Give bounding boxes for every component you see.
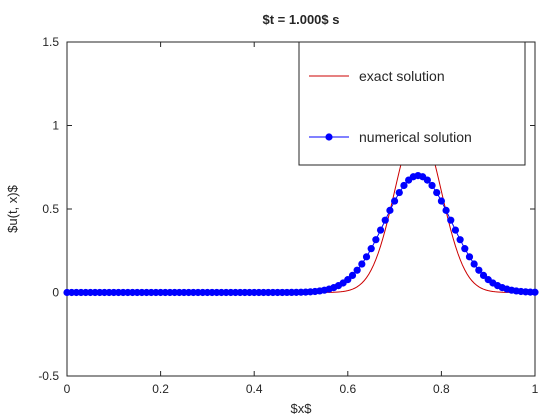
data-point	[386, 206, 394, 214]
y-tick-label: 1	[52, 119, 59, 133]
legend-box	[298, 41, 526, 166]
data-point	[362, 253, 371, 261]
axis-ticks: 0 0.2 0.4 0.6 0.8 1 -0.5 0 0.5 1 1.5	[38, 35, 538, 396]
legend-marker-numerical	[325, 133, 333, 141]
y-tick-label: 1.5	[42, 35, 59, 49]
data-point	[442, 206, 450, 214]
x-tick-label: 0	[64, 382, 71, 396]
legend-label-exact: exact solution	[359, 68, 445, 84]
x-tick-label: 0.6	[339, 382, 356, 396]
data-point	[461, 245, 469, 253]
legend-label-numerical: numerical solution	[359, 129, 472, 145]
series-layer	[63, 124, 539, 297]
data-point	[428, 181, 436, 190]
data-point	[447, 216, 455, 224]
data-point	[423, 176, 431, 184]
legend: exact solution numerical solution	[298, 41, 526, 166]
data-point	[391, 197, 399, 205]
y-tick-label: 0.5	[42, 202, 59, 216]
x-tick-label: 1	[532, 382, 539, 396]
y-tick-label: -0.5	[38, 369, 59, 383]
data-point	[433, 188, 441, 197]
data-point	[376, 226, 385, 234]
chart-title: $t = 1.000$ s	[263, 12, 340, 27]
data-point	[344, 276, 352, 284]
x-tick-label: 0.4	[246, 382, 263, 396]
data-point	[451, 226, 460, 234]
data-point	[470, 260, 478, 268]
data-point	[475, 266, 483, 274]
data-point	[372, 236, 380, 244]
x-axis-label: $x$	[291, 401, 313, 416]
y-axis-label: $u(t, x)$	[5, 184, 20, 232]
data-point	[465, 253, 474, 261]
x-tick-label: 0.8	[433, 382, 450, 396]
data-point	[348, 271, 357, 279]
data-point	[437, 197, 445, 205]
data-point	[367, 245, 375, 253]
y-tick-label: 0	[52, 286, 59, 300]
x-tick-label: 0.2	[152, 382, 169, 396]
data-point	[353, 266, 361, 274]
data-point	[400, 181, 408, 190]
data-point	[358, 260, 366, 268]
data-point	[456, 236, 464, 244]
series-1	[63, 172, 539, 297]
data-point	[531, 288, 539, 296]
data-point	[479, 271, 488, 279]
data-point	[395, 188, 403, 197]
data-point	[381, 216, 389, 224]
